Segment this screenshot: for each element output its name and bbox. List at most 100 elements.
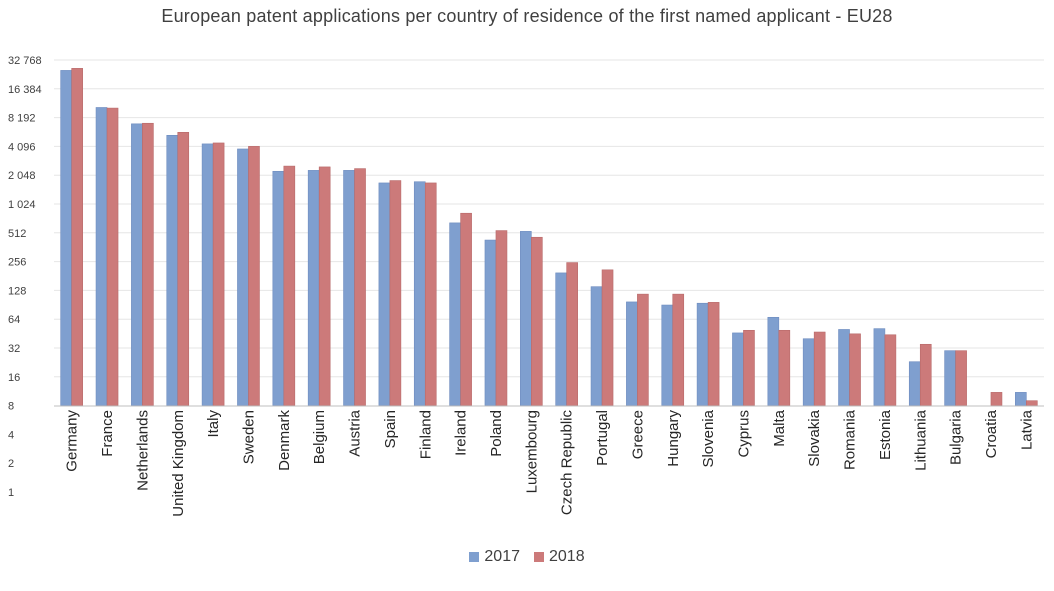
bar-2017-belgium (307, 170, 320, 406)
legend-swatch-2018 (534, 552, 544, 562)
bar-2017-cyprus (732, 332, 744, 406)
x-tick-label: Luxembourg (523, 410, 540, 493)
bar-2017-latvia (1015, 392, 1027, 406)
x-tick-label: Slovenia (700, 409, 717, 467)
bar-2018-united-kingdom (177, 132, 190, 406)
bar-2017-poland (484, 239, 497, 406)
bar-2018-sweden (248, 146, 260, 406)
legend-label-2018: 2018 (549, 548, 585, 565)
bar-2017-united-kingdom (166, 135, 179, 406)
bar-2017-romania (838, 329, 850, 406)
x-tick-label: Slovakia (806, 409, 823, 466)
legend-item-2017: 2017 (469, 548, 520, 566)
bar-2017-finland (413, 181, 426, 406)
bar-2018-germany (71, 68, 83, 406)
bar-2018-portugal (601, 269, 614, 406)
x-tick-label: Lithuania (912, 409, 929, 471)
bar-2017-denmark (272, 170, 285, 406)
y-tick-label: 32 768 (8, 55, 42, 67)
bar-2018-romania (849, 333, 861, 406)
bar-2018-bulgaria (955, 350, 967, 406)
x-tick-label: Austria (347, 409, 364, 456)
bar-2018-poland (495, 230, 508, 406)
x-tick-label: Romania (842, 409, 859, 470)
y-tick-label: 1 (8, 487, 14, 499)
y-tick-label: 128 (8, 285, 26, 297)
bar-2018-latvia (1026, 400, 1038, 406)
bars (60, 68, 1038, 406)
x-tick-label: Belgium (311, 410, 328, 464)
x-tick-label: France (99, 410, 116, 457)
bar-2018-czech-republic (566, 262, 578, 406)
chart-title: European patent applications per country… (161, 6, 893, 26)
bar-2018-italy (212, 142, 225, 406)
x-tick-label: Sweden (240, 410, 257, 464)
x-tick-label: Czech Republic (559, 410, 576, 516)
y-tick-label: 2 048 (8, 170, 36, 182)
legend: 2017 2018 (0, 548, 1054, 566)
x-tick-label: Germany (64, 410, 81, 472)
bar-2018-slovakia (813, 331, 826, 406)
y-tick-label: 8 (8, 401, 14, 413)
y-tick-label: 2 (8, 458, 14, 470)
bar-2018-denmark (283, 165, 296, 406)
x-tick-label: Cyprus (735, 410, 752, 458)
x-tick-label: Finland (417, 410, 434, 459)
x-tick-label: Spain (382, 410, 399, 448)
x-tick-label: Netherlands (134, 410, 151, 491)
y-axis-ticks: 1 2 4 8 16 32 64 128 256 512 1 024 2 048 4 096 8 192 1… (8, 55, 42, 499)
legend-swatch-2017 (469, 552, 480, 562)
bar-2017-lithuania (908, 361, 921, 406)
bar-2017-germany (60, 70, 72, 406)
y-tick-label: 8 192 (8, 113, 36, 125)
bar-2018-ireland (460, 212, 472, 406)
x-tick-label: United Kingdom (170, 410, 187, 517)
bar-2017-slovakia (802, 338, 815, 406)
y-tick-label: 1 024 (8, 199, 36, 211)
bar-2018-netherlands (142, 122, 154, 406)
x-tick-label: Ireland (453, 410, 470, 456)
gridlines (54, 59, 1044, 378)
bar-2018-austria (354, 168, 366, 406)
bar-2017-austria (343, 170, 355, 406)
bar-2018-estonia (884, 334, 897, 406)
x-tick-label: Denmark (276, 410, 293, 471)
bar-2018-croatia (990, 392, 1003, 406)
bar-2018-spain (389, 180, 402, 406)
legend-item-2018: 2018 (534, 548, 585, 566)
bar-2018-luxembourg (531, 236, 543, 406)
bar-2017-italy (201, 143, 214, 406)
bar-2018-france (106, 107, 119, 406)
bar-2017-netherlands (131, 123, 143, 406)
x-tick-label: Estonia (877, 409, 894, 460)
y-tick-label: 64 (8, 314, 20, 326)
y-tick-label: 4 096 (8, 141, 36, 153)
bar-2018-finland (424, 182, 437, 406)
y-tick-label: 16 (8, 372, 20, 384)
y-tick-label: 256 (8, 257, 26, 269)
bar-2017-ireland (449, 222, 461, 406)
bar-2017-slovenia (696, 302, 709, 406)
x-tick-label: Portugal (594, 410, 611, 466)
bar-2017-france (95, 107, 108, 406)
x-tick-label: Italy (205, 410, 222, 438)
bar-2017-hungary (661, 304, 674, 406)
bar-2018-malta (778, 329, 791, 406)
bar-2017-spain (378, 182, 391, 406)
x-tick-label: Greece (629, 410, 646, 459)
bar-2018-belgium (318, 166, 331, 406)
bar-2018-greece (637, 293, 649, 406)
bar-2017-greece (626, 301, 638, 406)
bar-2018-cyprus (743, 329, 755, 406)
legend-label-2017: 2017 (484, 548, 520, 565)
bar-2018-slovenia (707, 302, 720, 406)
bar-2017-czech-republic (555, 272, 567, 406)
y-tick-label: 4 (8, 429, 14, 441)
x-axis-labels: Germany France Netherlands United Kingdom It… (64, 409, 1036, 516)
bar-2018-hungary (672, 293, 685, 406)
x-tick-label: Malta (771, 409, 788, 446)
bar-2017-luxembourg (520, 231, 532, 406)
x-tick-label: Bulgaria (948, 409, 965, 465)
bar-2018-lithuania (919, 343, 932, 406)
